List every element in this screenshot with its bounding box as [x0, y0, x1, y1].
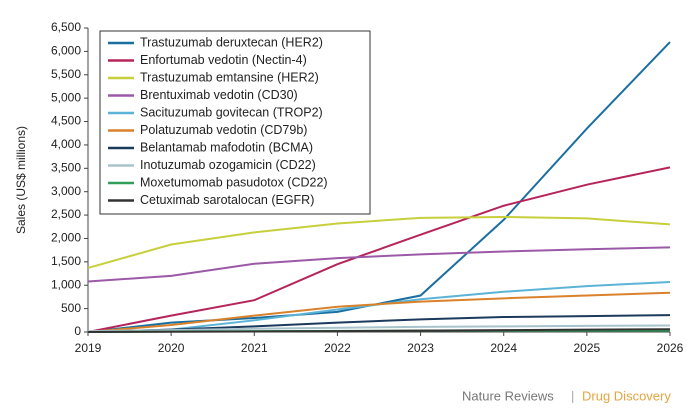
legend-box — [99, 30, 371, 215]
x-tick-label: 2022 — [324, 341, 351, 355]
series-line — [87, 291, 671, 333]
x-tick-label: 2019 — [75, 341, 102, 355]
series-line — [87, 328, 671, 333]
y-tick-label: 6,500 — [51, 20, 81, 34]
legend-label: Sacituzumab govitecan (TROP2) — [140, 105, 323, 119]
y-tick-label: 5,500 — [51, 67, 81, 81]
legend-label: Polatuzumab vedotin (CD79b) — [140, 123, 307, 137]
source-separator: | — [571, 388, 574, 403]
series-line — [87, 246, 671, 283]
x-tick-label: 2025 — [574, 341, 601, 355]
y-tick-label: 3,500 — [51, 160, 81, 174]
x-tick-label: 2023 — [407, 341, 434, 355]
legend-label: Trastuzumab emtansine (HER2) — [140, 70, 319, 84]
legend-label: Inotuzumab ozogamicin (CD22) — [140, 158, 316, 172]
legend-label: Trastuzumab deruxtecan (HER2) — [140, 35, 323, 49]
y-tick-label: 5,000 — [51, 90, 81, 104]
y-tick-label: 500 — [61, 301, 81, 315]
series-line — [87, 215, 671, 269]
y-tick-label: 0 — [74, 324, 81, 338]
series-line — [87, 166, 671, 333]
y-tick-label: 2,000 — [51, 231, 81, 245]
y-tick-label: 1,000 — [51, 277, 81, 291]
x-tick-label: 2024 — [490, 341, 517, 355]
y-axis-label: Sales (US$ millions) — [14, 126, 28, 234]
legend-label: Moxetumomab pasudotox (CD22) — [140, 175, 328, 189]
y-tick-label: 2,500 — [51, 207, 81, 221]
y-tick-label: 4,500 — [51, 114, 81, 128]
legend-label: Enfortumab vedotin (Nectin-4) — [140, 53, 307, 67]
legend-label: Brentuximab vedotin (CD30) — [140, 88, 298, 102]
y-tick-label: 6,000 — [51, 44, 81, 58]
x-tick-label: 2021 — [241, 341, 268, 355]
x-tick-label: 2020 — [158, 341, 185, 355]
legend-label: Belantamab mafodotin (BCMA) — [140, 140, 313, 154]
y-tick-label: 4,000 — [51, 137, 81, 151]
y-tick-label: 3,000 — [51, 184, 81, 198]
source-journal: Drug Discovery — [582, 388, 671, 403]
series-line — [87, 324, 671, 333]
y-tick-label: 1,500 — [51, 254, 81, 268]
legend-label: Cetuximab sarotalocan (EGFR) — [140, 193, 314, 207]
source-publisher: Nature Reviews — [462, 388, 554, 403]
x-tick-label: 2026 — [657, 341, 684, 355]
